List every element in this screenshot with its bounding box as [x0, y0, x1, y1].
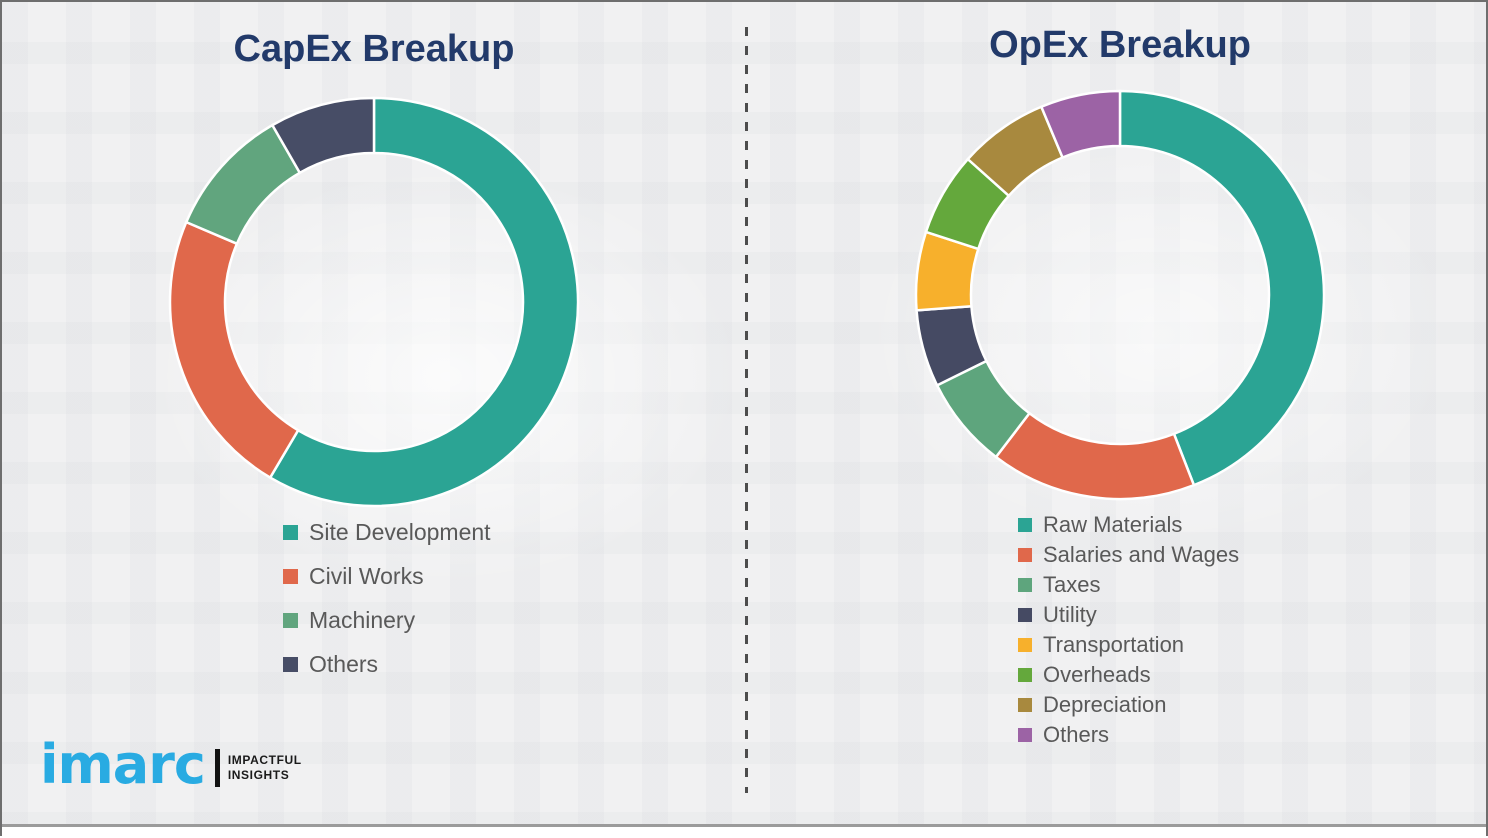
opex-legend: Raw Materials Salaries and Wages Taxes Util…: [1018, 510, 1239, 750]
legend-item-utility: Utility: [1018, 600, 1239, 630]
legend-item-salaries-and-wages: Salaries and Wages: [1018, 540, 1239, 570]
legend-swatch-salaries-and-wages: [1018, 548, 1032, 562]
logo-tagline: IMPACTFUL INSIGHTS: [228, 753, 302, 783]
capex-legend: Site Development Civil Works Machinery Othe…: [283, 510, 491, 686]
legend-swatch-site-development: [283, 524, 298, 540]
legend-swatch-civil-works: [283, 568, 298, 584]
legend-swatch-others: [1018, 728, 1032, 742]
legend-label: Others: [1043, 722, 1110, 747]
logo-tagline-line2: INSIGHTS: [227, 768, 290, 782]
legend-item-others: Others: [283, 642, 491, 686]
legend-item-transportation: Transportation: [1018, 630, 1239, 660]
legend-label: Machinery: [309, 606, 416, 633]
legend-label: Raw Materials: [1043, 512, 1183, 537]
legend-label: Depreciation: [1043, 692, 1167, 717]
capex-slice-civil-works: [168, 220, 300, 479]
imarc-logo: imarc IMPACTFUL INSIGHTS: [40, 738, 302, 792]
legend-label: Utility: [1043, 602, 1097, 627]
legend-swatch-depreciation: [1018, 698, 1032, 712]
legend-item-others: Others: [1018, 720, 1239, 750]
capex-slice-site-development: [268, 96, 580, 508]
legend-item-depreciation: Depreciation: [1018, 690, 1239, 720]
legend-label: Salaries and Wages: [1043, 542, 1240, 567]
capex-slice-others: [271, 96, 376, 175]
legend-label: Site Development: [309, 518, 491, 545]
bottom-border-rule: [2, 824, 1486, 827]
legend-label: Others: [309, 650, 379, 677]
opex-slice-raw-materials: [1118, 89, 1326, 487]
legend-label: Transportation: [1043, 632, 1185, 657]
legend-item-taxes: Taxes: [1018, 570, 1239, 600]
legend-item-civil-works: Civil Works: [283, 554, 491, 598]
panel-divider-dashed-line: [745, 27, 748, 793]
legend-label: Taxes: [1043, 572, 1101, 597]
legend-swatch-transportation: [1018, 638, 1032, 652]
legend-label: Overheads: [1043, 662, 1151, 687]
legend-label: Civil Works: [309, 562, 424, 589]
legend-swatch-overheads: [1018, 668, 1032, 682]
opex-slice-others: [1040, 89, 1122, 159]
legend-swatch-others: [283, 656, 298, 672]
logo-tagline-line1: IMPACTFUL: [227, 753, 302, 767]
legend-item-raw-materials: Raw Materials: [1018, 510, 1239, 540]
opex-slice-salaries-and-wages: [994, 412, 1196, 501]
legend-item-machinery: Machinery: [283, 598, 491, 642]
capex-chart-title: CapEx Breakup: [233, 28, 515, 70]
legend-item-site-development: Site Development: [283, 510, 491, 554]
legend-swatch-taxes: [1018, 578, 1032, 592]
imarc-logo-wordmark: imarc: [40, 733, 206, 796]
legend-item-overheads: Overheads: [1018, 660, 1239, 690]
legend-swatch-utility: [1018, 608, 1032, 622]
bottom-white-strip: [2, 827, 1486, 838]
opex-chart-title: OpEx Breakup: [989, 24, 1251, 66]
capex-donut-chart: [168, 96, 580, 508]
logo-divider-bar: [214, 749, 220, 787]
opex-donut-chart: [914, 89, 1326, 501]
legend-swatch-machinery: [283, 612, 298, 628]
legend-swatch-raw-materials: [1018, 518, 1032, 532]
